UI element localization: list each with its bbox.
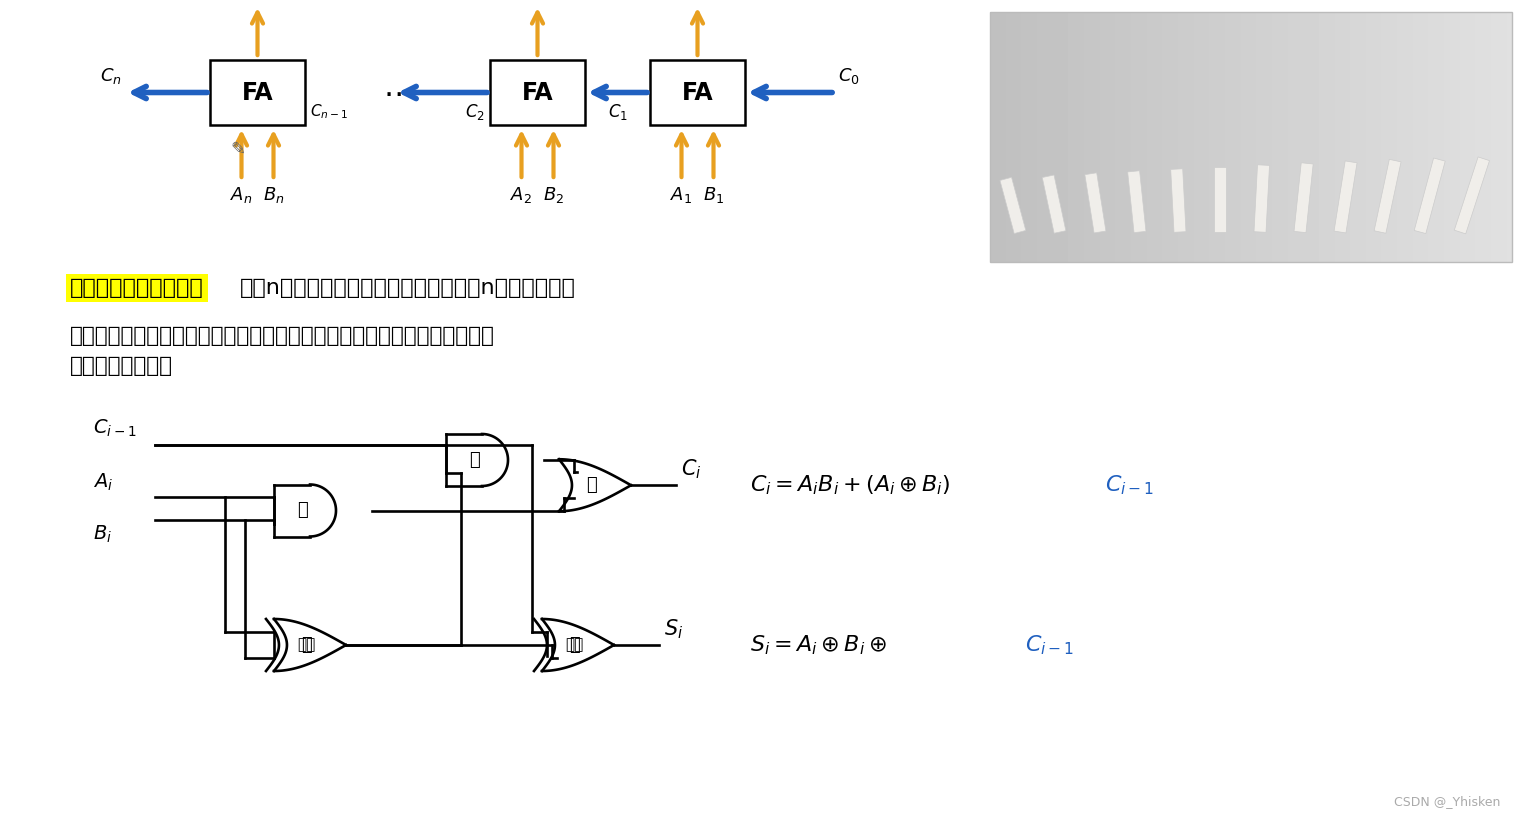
Text: $C_{i-1}$: $C_{i-1}$ [1106,473,1154,497]
Bar [1084,173,1106,233]
Bar [1414,158,1445,233]
Text: 号是逐级形成的。: 号是逐级形成的。 [70,356,173,376]
Bar [989,12,1512,262]
Text: $A_2$: $A_2$ [510,185,533,205]
Text: FA: FA [681,80,713,105]
Bar [1374,160,1402,233]
Bar [1214,167,1226,232]
Text: 异或: 异或 [298,637,316,653]
Text: 串行进位又称为行波进位，每一级进位直接依赖于前一级的进位，即进位信: 串行进位又称为行波进位，每一级进位直接依赖于前一级的进位，即进位信 [70,326,495,346]
Text: $C_{i-1}$: $C_{i-1}$ [1025,633,1075,657]
Text: $C_n$: $C_n$ [101,66,122,87]
Text: $C_0$: $C_0$ [838,66,860,87]
Text: $C_1$: $C_1$ [608,102,628,123]
Bar [1127,170,1145,233]
Bar [1335,161,1358,233]
Text: 或: 或 [586,477,597,494]
Text: $S_i$: $S_i$ [664,618,683,641]
Text: $C_2$: $C_2$ [466,102,486,123]
Text: $B_n$: $B_n$ [263,185,284,205]
Text: 或: 或 [301,636,312,654]
FancyBboxPatch shape [651,60,745,125]
Text: ：把n个全加器串接起来，就可进行两个n位数的相加。: ：把n个全加器串接起来，就可进行两个n位数的相加。 [240,278,576,298]
Text: $B_1$: $B_1$ [702,185,724,205]
Bar [1293,163,1313,233]
Text: 或: 或 [570,636,580,654]
Text: $\cdots$: $\cdots$ [383,79,412,108]
Bar [1454,157,1489,234]
Text: $A_1$: $A_1$ [670,185,693,205]
Text: CSDN @_Yhisken: CSDN @_Yhisken [1394,795,1500,808]
Text: 串行进位的并行加法器: 串行进位的并行加法器 [70,278,203,298]
Text: $A_n$: $A_n$ [231,185,252,205]
Text: $C_{i-1}$: $C_{i-1}$ [93,418,136,439]
Text: FA: FA [522,80,553,105]
Text: 异或: 异或 [565,637,583,653]
Text: $S_n$: $S_n$ [264,0,286,2]
Text: $A_i$: $A_i$ [93,472,113,493]
FancyBboxPatch shape [211,60,305,125]
Text: 与: 与 [298,501,308,519]
Text: $C_i = A_iB_i + (A_i \oplus B_i)$: $C_i = A_iB_i + (A_i \oplus B_i)$ [750,473,950,497]
Text: ✎: ✎ [231,141,244,159]
Text: $C_i$: $C_i$ [681,458,701,482]
Bar [1254,165,1269,233]
Text: $C_{n-1}$: $C_{n-1}$ [310,102,348,121]
Text: $S_i = A_i \oplus B_i \oplus $: $S_i = A_i \oplus B_i \oplus $ [750,633,887,657]
Text: $B_i$: $B_i$ [93,524,111,545]
Text: FA: FA [241,80,273,105]
Bar [1171,169,1186,233]
Bar [1043,175,1066,233]
Bar [1000,178,1026,233]
Text: 与: 与 [469,451,479,469]
FancyBboxPatch shape [490,60,585,125]
Text: $B_2$: $B_2$ [544,185,563,205]
Text: $S_1$: $S_1$ [704,0,725,2]
Text: $S_2$: $S_2$ [544,0,565,2]
